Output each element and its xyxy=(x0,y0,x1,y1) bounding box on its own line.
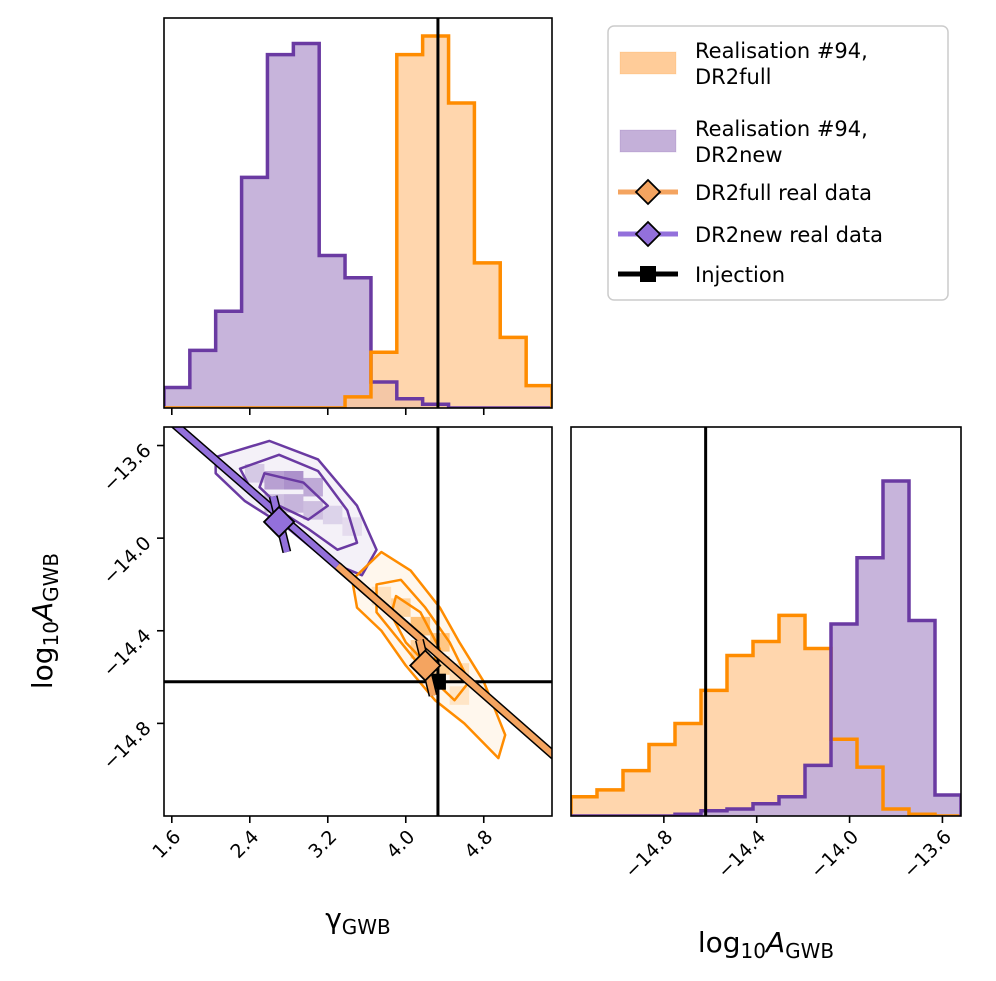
legend-label-0-line1: Realisation #94, xyxy=(695,39,868,63)
joint-posterior-frame xyxy=(163,426,553,817)
density-cell-dr2new-5 xyxy=(244,464,265,483)
contour-dr2full-0 xyxy=(350,550,507,760)
log10a-hist-fill-dr2new xyxy=(571,480,961,816)
density-cell-dr2new-2 xyxy=(303,477,323,497)
gamma-hist-step-dr2full xyxy=(164,34,552,408)
density-cell-dr2new-3 xyxy=(283,494,304,513)
main-y-tick-label-2: −14.0 xyxy=(99,532,156,589)
legend-label-1-line2: DR2new xyxy=(695,143,783,167)
legend-label-4: Injection xyxy=(695,263,785,287)
legend-label-1-line1: Realisation #94, xyxy=(695,117,868,141)
gamma-hist-fill-dr2full xyxy=(164,36,552,408)
legend-swatch-1 xyxy=(619,129,677,153)
x-axis-title-gamma: γGWB xyxy=(325,902,391,939)
main-x-tick-label-3: 4.0 xyxy=(382,826,419,863)
main-y-tick-label-0: −14.8 xyxy=(99,717,156,774)
real-data-marker-dr2new xyxy=(262,505,296,539)
real-data-line-dr2full xyxy=(335,563,552,758)
density-cell-dr2new-4 xyxy=(303,501,323,520)
legend-marker-2 xyxy=(634,178,662,206)
main-y-tick-label-3: −13.6 xyxy=(99,440,156,497)
legend-label-3: DR2new real data xyxy=(695,223,883,247)
y-axis-title-log10a: log10AGWB xyxy=(26,553,63,689)
gamma-histogram-frame xyxy=(163,17,553,409)
gamma-hist-fill-dr2new xyxy=(164,43,552,408)
contour-dr2new-0 xyxy=(214,439,378,577)
right-x-tick-label-0: −14.8 xyxy=(621,826,678,883)
main-y-tick-label-1: −14.4 xyxy=(99,625,156,682)
log10a-histogram-panel: −14.8 −14.4 −14.0 −13.6 xyxy=(570,426,962,883)
right-x-tick-label-3: −13.6 xyxy=(899,826,956,883)
main-x-tick-label-1: 2.4 xyxy=(226,826,263,863)
log10a-hist-step-dr2full xyxy=(571,613,961,816)
joint-posterior-panel: 1.6 2.4 3.2 4.0 4.8 −14.8 −14.4 −14.0 −13.6 xyxy=(99,426,553,863)
density-halo-dr2new xyxy=(215,440,377,576)
legend-marker-3 xyxy=(634,220,662,248)
legend-marker-4 xyxy=(640,266,656,282)
log10a-histogram-frame xyxy=(570,426,962,817)
contour-dr2full-1 xyxy=(375,578,471,702)
main-x-tick-label-0: 1.6 xyxy=(148,826,185,863)
log10a-hist-fill-dr2full xyxy=(571,615,961,816)
log10a-hist-step-dr2new xyxy=(571,479,961,816)
right-x-tick-label-1: −14.4 xyxy=(714,826,771,883)
contour-dr2new-2 xyxy=(258,472,330,521)
x-axis-title-log10a: log10AGWB xyxy=(698,926,834,963)
legend-label-2: DR2full real data xyxy=(695,181,872,205)
main-x-tick-label-4: 4.8 xyxy=(460,826,497,863)
gamma-hist-step-dr2new xyxy=(164,41,552,408)
gamma-histogram-panel xyxy=(163,17,553,415)
legend-frame xyxy=(607,25,949,301)
main-x-tick-label-2: 3.2 xyxy=(304,826,341,863)
right-x-tick-label-2: −14.0 xyxy=(806,826,863,883)
density-cell-dr2new-6 xyxy=(322,505,343,525)
real-data-marker-dr2full xyxy=(408,649,442,682)
legend-swatch-0 xyxy=(619,51,677,75)
legend-label-0-line2: DR2full xyxy=(695,65,772,89)
